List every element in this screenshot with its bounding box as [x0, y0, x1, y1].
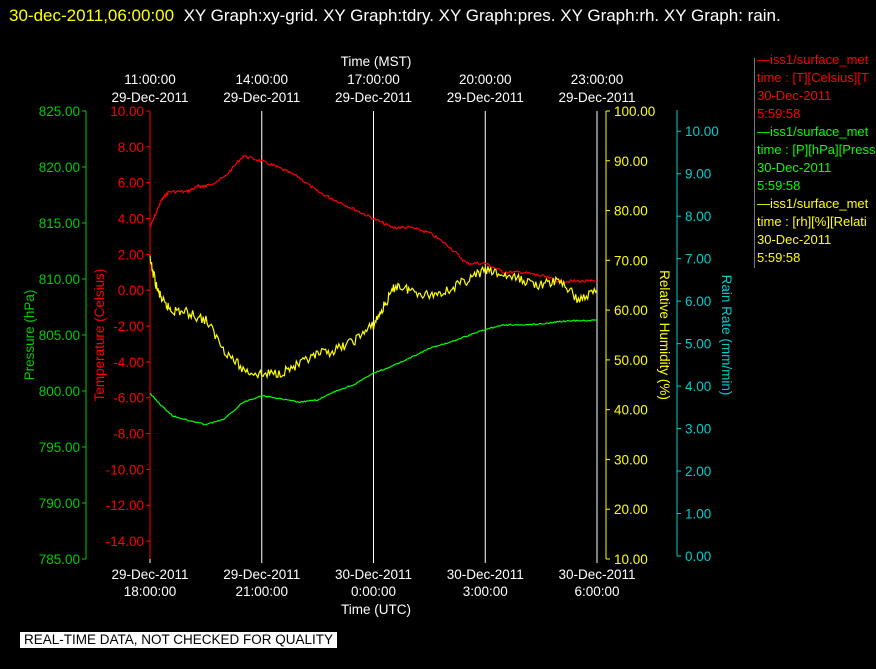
humidity-tick-label: 10.00 [614, 552, 648, 567]
pressure-tick-label: 800.00 [39, 384, 80, 399]
legend-time: 5:59:58 [757, 250, 801, 265]
rain-tick-label: 10.00 [685, 124, 719, 139]
x-bottom-tick-time: 0:00:00 [351, 584, 396, 599]
legend-date: 30-Dec-2011 [757, 88, 832, 103]
legend-time: 5:59:58 [757, 178, 801, 193]
temperature-tick-label: -2.00 [113, 319, 144, 334]
legend-line1: —iss1/surface_met [757, 124, 869, 139]
humidity-tick-label: 20.00 [614, 502, 648, 517]
x-bottom-tick-time: 21:00:00 [235, 584, 288, 599]
x-top-tick-time: 11:00:00 [124, 72, 176, 87]
humidity-series-line [149, 255, 598, 380]
rain-tick-label: 5.00 [685, 337, 711, 352]
humidity-tick-label: 70.00 [614, 253, 648, 268]
legend-line2: time : [rh][%][Relati [757, 214, 867, 229]
temperature-tick-label: -14.00 [106, 534, 144, 549]
temperature-tick-label: -8.00 [113, 427, 144, 442]
temperature-tick-label: 4.00 [118, 212, 144, 227]
temperature-tick-label: -6.00 [113, 391, 144, 406]
x-top-tick-time: 20:00:00 [459, 72, 512, 87]
legend-line2: time : [P][hPa][Press [757, 142, 876, 157]
x-bottom-tick-date: 29-Dec-2011 [223, 567, 300, 582]
rain-tick-label: 9.00 [685, 167, 711, 182]
legend-divider [754, 58, 755, 268]
pressure-tick-label: 825.00 [39, 104, 80, 119]
temperature-tick-label: 10.00 [110, 104, 144, 119]
pressure-tick-label: 790.00 [39, 496, 80, 511]
x-bottom-axis-title: Time (UTC) [341, 602, 411, 617]
rain-tick-label: 4.00 [685, 379, 711, 394]
pressure-tick-label: 815.00 [39, 216, 80, 231]
humidity-tick-label: 40.00 [614, 403, 648, 418]
chart-axes [82, 110, 681, 560]
temperature-tick-label: -10.00 [106, 462, 144, 477]
rain-tick-label: 2.00 [685, 464, 711, 479]
x-top-tick-time: 14:00:00 [235, 72, 288, 87]
temperature-tick-label: -4.00 [113, 355, 144, 370]
rain-tick-label: 3.00 [685, 422, 711, 437]
x-top-tick-date: 29-Dec-2011 [335, 90, 412, 105]
rain-tick-label: 8.00 [685, 209, 711, 224]
legend-date: 30-Dec-2011 [757, 160, 832, 175]
rain-tick-label: 7.00 [685, 252, 711, 267]
temperature-tick-label: -12.00 [106, 498, 144, 513]
temperature-tick-label: 0.00 [118, 283, 144, 298]
temperature-tick-label: 6.00 [118, 176, 144, 191]
legend-line2: time : [T][Celsius][T [757, 70, 869, 85]
humidity-tick-label: 50.00 [614, 353, 648, 368]
x-bottom-tick-time: 18:00:00 [124, 584, 177, 599]
quality-banner: REAL-TIME DATA, NOT CHECKED FOR QUALITY [20, 632, 338, 648]
x-bottom-tick-time: 6:00:00 [574, 584, 619, 599]
x-top-tick-time: 23:00:00 [571, 72, 624, 87]
pressure-tick-label: 805.00 [39, 328, 80, 343]
pressure-tick-label: 795.00 [39, 440, 80, 455]
temperature-tick-label: 8.00 [118, 140, 144, 155]
x-bottom-tick-date: 30-Dec-2011 [447, 567, 524, 582]
graph-title-header: 30-dec-2011,06:00:00 XY Graph:xy-grid. X… [9, 3, 859, 29]
x-bottom-tick-date: 29-Dec-2011 [111, 567, 188, 582]
x-top-axis-title: Time (MST) [341, 54, 412, 69]
pressure-tick-label: 820.00 [39, 160, 80, 175]
x-top-tick-date: 29-Dec-2011 [447, 90, 524, 105]
x-top-tick-date: 29-Dec-2011 [111, 90, 188, 105]
rain-tick-label: 1.00 [685, 507, 711, 522]
humidity-tick-label: 80.00 [614, 204, 648, 219]
humidity-tick-label: 60.00 [614, 303, 648, 318]
header-timestamp: 30-dec-2011,06:00:00 [9, 6, 175, 25]
pressure-axis-title: Pressure (hPa) [22, 290, 37, 381]
x-bottom-tick-time: 3:00:00 [463, 584, 508, 599]
vertical-grid [149, 111, 598, 563]
humidity-tick-label: 30.00 [614, 452, 648, 467]
header-graph-list: XY Graph:xy-grid. XY Graph:tdry. XY Grap… [183, 6, 781, 25]
humidity-tick-label: 100.00 [614, 104, 655, 119]
temperature-series-line [149, 154, 598, 284]
pressure-series-line [149, 319, 598, 426]
pressure-tick-label: 810.00 [39, 272, 80, 287]
humidity-axis-title: Relative Humidity (%) [657, 270, 672, 400]
legend-time: 5:59:58 [757, 106, 801, 121]
x-top-tick-time: 17:00:00 [347, 72, 400, 87]
legend-line1: —iss1/surface_met [757, 196, 869, 211]
x-top-tick-date: 29-Dec-2011 [558, 90, 635, 105]
humidity-tick-label: 90.00 [614, 154, 648, 169]
pressure-tick-label: 785.00 [39, 552, 80, 567]
temperature-tick-label: 2.00 [118, 247, 144, 262]
rain-tick-label: 6.00 [685, 294, 711, 309]
chart-labels: 11:00:00 29-Dec-2011 29-Dec-2011 18:00:00 14… [22, 54, 734, 617]
series-layer [149, 154, 598, 426]
legend-line1: —iss1/surface_met [757, 52, 869, 67]
rain-tick-label: 0.00 [685, 549, 711, 564]
rain-axis-title: Rain Rate (mm/min) [719, 275, 734, 396]
x-bottom-tick-date: 30-Dec-2011 [558, 567, 635, 582]
legend-date: 30-Dec-2011 [757, 232, 832, 247]
x-top-tick-date: 29-Dec-2011 [223, 90, 300, 105]
temperature-axis-title: Temperature (Celsius) [92, 269, 107, 402]
x-bottom-tick-date: 30-Dec-2011 [335, 567, 412, 582]
